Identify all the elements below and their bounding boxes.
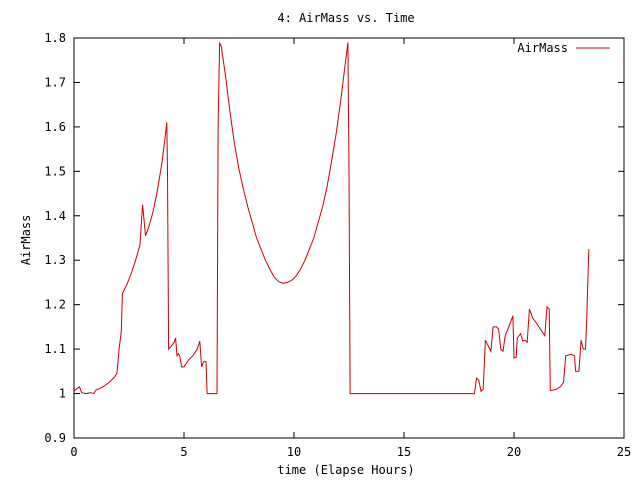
x-axis-label: time (Elapse Hours) [277,463,414,477]
plot-frame [73,37,625,439]
y-tick-label: 1.3 [44,253,66,267]
y-tick-label: 1.5 [44,164,66,178]
y-axis-ticks: 0.9 1 1.1 1.2 1.3 1.4 1.5 1.6 1.7 1.8 [44,31,624,445]
y-tick-label: 1.4 [44,209,66,223]
y-tick-label: 1.7 [44,75,66,89]
y-tick-label: 1.6 [44,120,66,134]
legend-label: AirMass [517,41,568,55]
y-tick-label: 1.2 [44,298,66,312]
x-tick-label: 20 [507,445,521,459]
x-tick-label: 10 [287,445,301,459]
series-line-airmass [73,42,590,395]
y-axis-label: AirMass [19,215,33,266]
y-tick-label: 1 [59,387,66,401]
y-tick-label: 0.9 [44,431,66,445]
x-axis-ticks: 0 5 10 15 20 25 [70,38,631,459]
x-tick-label: 0 [70,445,77,459]
legend: AirMass [517,41,610,55]
chart-title: 4: AirMass vs. Time [277,11,414,25]
series-group [73,42,590,395]
x-tick-label: 5 [180,445,187,459]
y-tick-label: 1.8 [44,31,66,45]
y-tick-label: 1.1 [44,342,66,356]
x-tick-label: 25 [617,445,631,459]
x-tick-label: 15 [397,445,411,459]
